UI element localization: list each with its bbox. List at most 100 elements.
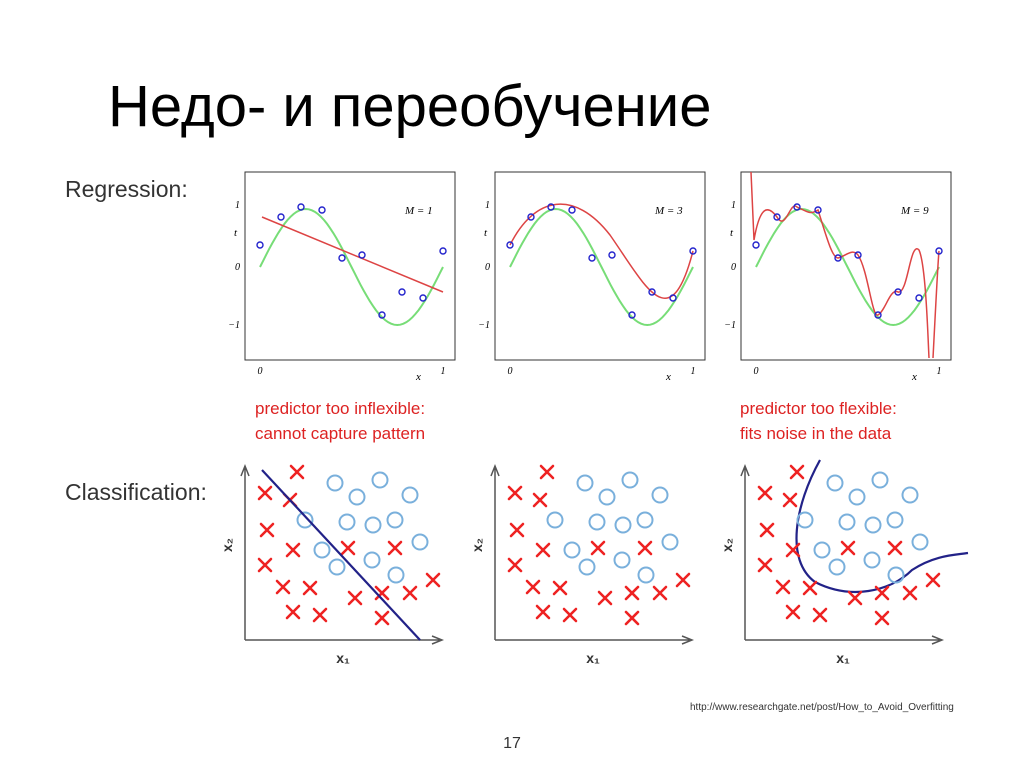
class-cross (387, 540, 403, 556)
class-cross (597, 590, 613, 606)
axes (490, 463, 695, 645)
class-cross (874, 585, 890, 601)
class-cross (312, 607, 328, 623)
axis-label: t (484, 227, 488, 239)
class-circle (588, 513, 606, 531)
class-cross (782, 492, 798, 508)
class-cross (535, 604, 551, 620)
model-label: M = 1 (404, 205, 433, 217)
source-link: http://www.researchgate.net/post/How_to_… (690, 702, 954, 713)
data-point (814, 206, 822, 214)
axes (740, 463, 945, 645)
axis-label: x₂ (469, 538, 485, 552)
axis-label: x (911, 371, 917, 383)
data-point (256, 241, 264, 249)
axes (240, 463, 445, 645)
data-point (297, 203, 305, 211)
class-cross (374, 585, 390, 601)
class-circle (661, 533, 679, 551)
y-tick-label: 0 (485, 262, 490, 273)
class-cross (402, 585, 418, 601)
model-label: M = 3 (654, 205, 683, 217)
axis-label: x₁ (836, 650, 850, 666)
class-cross (759, 522, 775, 538)
data-point (935, 247, 943, 255)
class-circle (338, 513, 356, 531)
data-point (689, 247, 697, 255)
class-circle (578, 558, 596, 576)
class-cross (525, 579, 541, 595)
x-tick-label: 1 (937, 366, 942, 377)
y-tick-label: −1 (724, 320, 736, 331)
class-cross (507, 485, 523, 501)
class-circle (326, 474, 344, 492)
class-circle (636, 511, 654, 529)
class-cross (425, 572, 441, 588)
class-circle (838, 513, 856, 531)
class-circle (411, 533, 429, 551)
regression-plot: M = 1 t x 1 0 −1 0 1 (228, 171, 456, 383)
class-cross (902, 585, 918, 601)
axis-label: x₁ (336, 650, 350, 666)
class-circle (887, 566, 905, 584)
class-circle (546, 511, 564, 529)
data-point (628, 311, 636, 319)
data-point (854, 251, 862, 259)
data-point (568, 206, 576, 214)
class-circle (863, 551, 881, 569)
class-cross (285, 542, 301, 558)
class-cross (535, 542, 551, 558)
data-point (398, 288, 406, 296)
class-cross (552, 580, 568, 596)
data-point (439, 247, 447, 255)
class-cross (374, 610, 390, 626)
axis-label: t (234, 227, 238, 239)
data-point (277, 213, 285, 221)
class-circle (614, 516, 632, 534)
axis-label: x (415, 371, 421, 383)
data-point (378, 311, 386, 319)
class-circle (563, 541, 581, 559)
class-cross (802, 580, 818, 596)
class-cross (285, 604, 301, 620)
class-circle (886, 511, 904, 529)
note: cannot capture pattern (255, 424, 425, 443)
class-cross (302, 580, 318, 596)
class-cross (925, 572, 941, 588)
classification-plot: x₂ x₁ (219, 463, 445, 666)
class-circle (848, 488, 866, 506)
class-cross (789, 464, 805, 480)
class-cross (775, 579, 791, 595)
note: predictor too inflexible: (255, 399, 425, 418)
x-tick-label: 1 (691, 366, 696, 377)
class-cross (257, 557, 273, 573)
class-circle (828, 558, 846, 576)
class-cross (785, 604, 801, 620)
class-cross (509, 522, 525, 538)
data-point (874, 311, 882, 319)
class-cross (275, 579, 291, 595)
data-point (834, 254, 842, 262)
class-cross (675, 572, 691, 588)
class-circle (386, 511, 404, 529)
class-circle (328, 558, 346, 576)
class-cross (757, 557, 773, 573)
class-cross (259, 522, 275, 538)
model-label: M = 9 (900, 205, 929, 217)
class-cross (637, 540, 653, 556)
axis-label: x₁ (586, 650, 600, 666)
note: predictor too flexible: (740, 399, 897, 418)
data-point (506, 241, 514, 249)
note: fits noise in the data (740, 424, 892, 443)
axis-label: t (730, 227, 734, 239)
class-cross (785, 542, 801, 558)
class-circle (387, 566, 405, 584)
true-curve (509, 207, 694, 327)
slide-title: Недо- и переобучение (108, 74, 711, 139)
data-point (773, 213, 781, 221)
class-circle (613, 551, 631, 569)
decision-boundary (795, 459, 969, 593)
class-circle (864, 516, 882, 534)
class-circle (363, 551, 381, 569)
